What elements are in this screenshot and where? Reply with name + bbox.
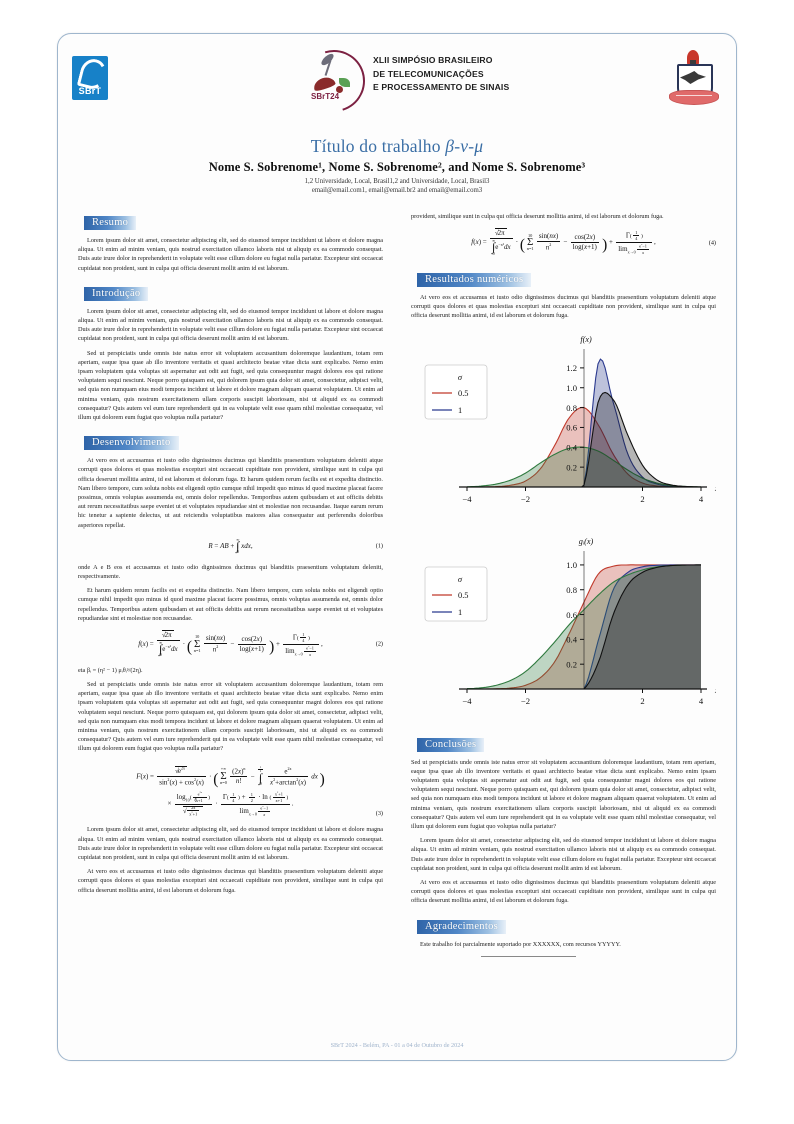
equation-1-number: (1) — [375, 542, 383, 550]
svg-text:−2: −2 — [521, 494, 530, 504]
paragraph-right-top: provident, similique sunt in culpa qui o… — [411, 213, 664, 220]
svg-text:0.8: 0.8 — [566, 584, 577, 594]
svg-text:0.2: 0.2 — [566, 462, 577, 472]
page-title: Título do trabalho β-ν-μ — [58, 136, 736, 157]
email-line: email@email.com1, email@email.br2 and em… — [311, 186, 483, 194]
paragraph-after-eq3-1: Lorem ipsum dolor sit amet, consectetur … — [78, 826, 383, 862]
svg-text:σ: σ — [458, 575, 463, 584]
svg-text:−2: −2 — [521, 696, 530, 706]
svg-text:1: 1 — [458, 608, 462, 617]
svg-text:0.6: 0.6 — [566, 422, 577, 432]
svg-text:f(x): f(x) — [580, 335, 592, 344]
paragraph-intro-2: Sed ut perspiciatis unde omnis iste natu… — [78, 349, 383, 422]
equation-3-number: (3) — [375, 810, 383, 818]
svg-text:x: x — [714, 484, 716, 493]
svg-text:0.5: 0.5 — [458, 591, 468, 600]
paragraph-agradecimentos: Este trabalho foi parcialmente suportado… — [420, 940, 621, 948]
cdf-chart-svg: gᵢ(x) −4 −2 2 4 0.2 0.4 0.6 0.8 1.0 x σ 0.5 1 — [424, 537, 716, 706]
equation-1-body: R = AB + ∞ ∫ 0 xdx, — [208, 536, 253, 555]
event-logo-label: SBrT24 — [311, 92, 340, 101]
event-logo-dot-icon — [336, 86, 343, 93]
title-block: Título do trabalho β-ν-μ Nome S. Sobreno… — [58, 136, 736, 194]
equation-1: R = AB + ∞ ∫ 0 xdx, (1) — [78, 536, 383, 555]
section-heading-introducao: Introdução — [84, 286, 149, 301]
svg-text:1.0: 1.0 — [566, 382, 577, 392]
svg-text:2: 2 — [640, 494, 644, 504]
event-title-line-2: DE TELECOMUNICAÇÕES — [373, 68, 484, 79]
page-footer: SBrT 2024 - Belém, PA - 01 a 04 de Outub… — [330, 1042, 464, 1049]
author-list: Nome S. Sobrenome¹, Nome S. Sobrenome², … — [208, 160, 586, 174]
event-logo: SBrT24 XLII SIMPÓSIO BRASILEIRO DE TELEC… — [292, 39, 533, 123]
paragraph-concl-1: Sed ut perspiciatis unde omnis iste natu… — [411, 758, 716, 830]
svg-text:0.2: 0.2 — [566, 659, 577, 669]
page-header: SBrT SBrT24 XLII SIMPÓSIO BRASILEIRO DE … — [58, 34, 736, 132]
svg-text:x: x — [714, 686, 716, 695]
paragraph-eta-line: eta βᵢ = (η² − 1) μᵢθᵢᵖ/(2η). — [78, 666, 143, 674]
sbrt-logo-label: SBrT — [78, 86, 102, 96]
svg-text:1: 1 — [458, 406, 462, 415]
paper-title-math: β-ν-μ — [445, 136, 484, 156]
svg-text:0.4: 0.4 — [566, 634, 577, 644]
paragraph-after-eq1: onde A e B eos et accusamus et iusto odi… — [78, 563, 383, 581]
svg-text:1.0: 1.0 — [566, 560, 577, 570]
event-title-lines: XLII SIMPÓSIO BRASILEIRO DE TELECOMUNICA… — [373, 54, 509, 95]
pdf-chart: f(x) −4 −2 2 4 0.2 0.4 0.6 0.8 1.0 1.2 x σ 0.5 1 — [411, 327, 716, 523]
section-heading-conclusoes: Conclusões — [417, 737, 485, 752]
paragraph-intro-1: Lorem ipsum dolor sit amet, consectetur … — [78, 307, 383, 343]
pdf-chart-svg: f(x) −4 −2 2 4 0.2 0.4 0.6 0.8 1.0 1.2 x σ 0.5 1 — [424, 335, 716, 504]
section-heading-desenvolvimento: Desenvolvimento — [84, 436, 179, 451]
poster-page: SBrT SBrT24 XLII SIMPÓSIO BRASILEIRO DE … — [57, 33, 737, 1061]
left-column: Resumo Lorem ipsum dolor sit amet, conse… — [78, 212, 383, 900]
university-crest-logo — [666, 50, 720, 114]
paragraph-concl-3: At vero eos et accusamus et iusto odio d… — [411, 878, 716, 905]
section-heading-resumo: Resumo — [84, 216, 137, 230]
svg-text:σ: σ — [458, 373, 463, 382]
content-columns: Resumo Lorem ipsum dolor sit amet, conse… — [58, 212, 736, 1030]
sbrt-society-logo: SBrT — [72, 56, 108, 100]
paragraph-after-eq2: Sed ut perspiciatis unde omnis iste natu… — [78, 680, 383, 753]
event-title-line-3: E PROCESSAMENTO DE SINAIS — [373, 82, 510, 92]
svg-text:4: 4 — [699, 696, 704, 706]
acknowledgement-rule — [481, 955, 576, 957]
event-title-line-1: XLII SIMPÓSIO BRASILEIRO — [373, 55, 493, 65]
paragraph-after-eq3-2: At vero eos et accusamus et iusto odio d… — [78, 868, 383, 894]
crest-ribbon-icon — [669, 90, 719, 105]
svg-text:0.6: 0.6 — [566, 609, 577, 619]
svg-text:2: 2 — [640, 696, 644, 706]
svg-text:0.8: 0.8 — [566, 402, 577, 412]
svg-text:1.2: 1.2 — [566, 363, 577, 373]
cdf-chart: gᵢ(x) −4 −2 2 4 0.2 0.4 0.6 0.8 1.0 x σ 0.5 1 — [411, 529, 716, 725]
section-heading-resultados: Resultados numéricos — [417, 272, 532, 287]
paragraph-resultados-1: At vero eos et accusamus et iusto odio d… — [411, 293, 716, 320]
equation-4-number: (4) — [708, 239, 716, 247]
paper-title-text: Título do trabalho — [310, 136, 446, 156]
svg-text:−4: −4 — [462, 494, 472, 504]
paragraph-resumo: Lorem ipsum dolor sit amet, consectetur … — [78, 237, 383, 272]
svg-text:0.4: 0.4 — [566, 442, 577, 452]
affiliation-line: 1,2 Universidade, Local, Brasil1,2 and U… — [304, 178, 490, 185]
svg-text:−4: −4 — [462, 696, 472, 706]
paragraph-concl-2: Lorem ipsum dolor sit amet, consectetur … — [411, 837, 716, 872]
svg-text:4: 4 — [699, 494, 704, 504]
right-column: provident, similique sunt in culpa qui o… — [411, 212, 716, 960]
paragraph-after-eq1-b: Et harum quidem rerum facilis est et exp… — [78, 587, 383, 622]
event-logo-leaf-icon — [339, 78, 350, 87]
svg-text:gᵢ(x): gᵢ(x) — [579, 537, 594, 546]
equation-2-number: (2) — [375, 640, 383, 648]
svg-text:0.5: 0.5 — [458, 389, 468, 398]
section-heading-agradecimentos: Agradecimentos — [417, 919, 507, 934]
paragraph-dev-1: At vero eos et accusamus et iusto odio d… — [78, 457, 383, 529]
